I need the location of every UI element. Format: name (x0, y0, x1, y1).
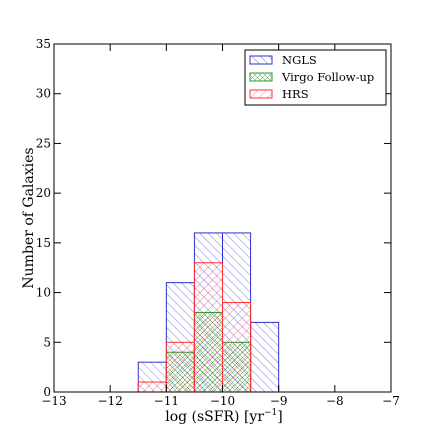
x-tick-label: −12 (98, 394, 123, 408)
x-tick-label: −7 (382, 394, 400, 408)
y-tick-label: 0 (43, 385, 51, 399)
axes-layer: −13 −12 −11 −10 −9 −8 −7 0 5 10 15 20 25 30 35 (36, 37, 400, 408)
legend-label-hrs: HRS (282, 87, 309, 101)
y-tick-label: 5 (43, 335, 51, 349)
legend-label-virgo-follow-up: Virgo Follow-up (281, 70, 374, 84)
x-tick-label: −13 (41, 394, 66, 408)
legend-swatch-virgo-follow-up (249, 72, 273, 82)
y-tick-label: 25 (36, 136, 51, 150)
y-tick-label: 35 (36, 37, 51, 51)
x-tick-label: −9 (270, 394, 288, 408)
y-tick-label: 30 (36, 87, 51, 101)
y-axis-title: Number of Galaxies (21, 147, 37, 288)
bar-hrs-3 (222, 302, 252, 393)
x-axis-title-close: ] (277, 409, 282, 425)
x-tick-label: −10 (210, 394, 235, 408)
x-axis-title: log (sSFR) [yr−1] (165, 408, 283, 425)
bar-hrs-1 (165, 341, 195, 393)
y-tick-label: 20 (36, 186, 51, 200)
labels-layer: log (sSFR) [yr−1] Number of Galaxies (21, 147, 283, 425)
bar-hrs-2 (193, 262, 224, 393)
x-tick-label: −8 (326, 394, 344, 408)
legend: NGLS Virgo Follow-up HRS (244, 49, 387, 106)
y-tick-label: 15 (36, 236, 51, 250)
legend-swatch-hrs (249, 89, 273, 99)
legend-label-ngls: NGLS (282, 53, 317, 67)
x-axis-title-exponent: −1 (264, 408, 277, 418)
x-tick-label: −11 (154, 394, 179, 408)
bars-layer (137, 232, 280, 393)
bar-hrs-0 (137, 381, 167, 393)
bar-ngls-4 (250, 321, 280, 393)
y-tick-label: 10 (36, 286, 51, 300)
legend-swatch-ngls (249, 55, 273, 65)
